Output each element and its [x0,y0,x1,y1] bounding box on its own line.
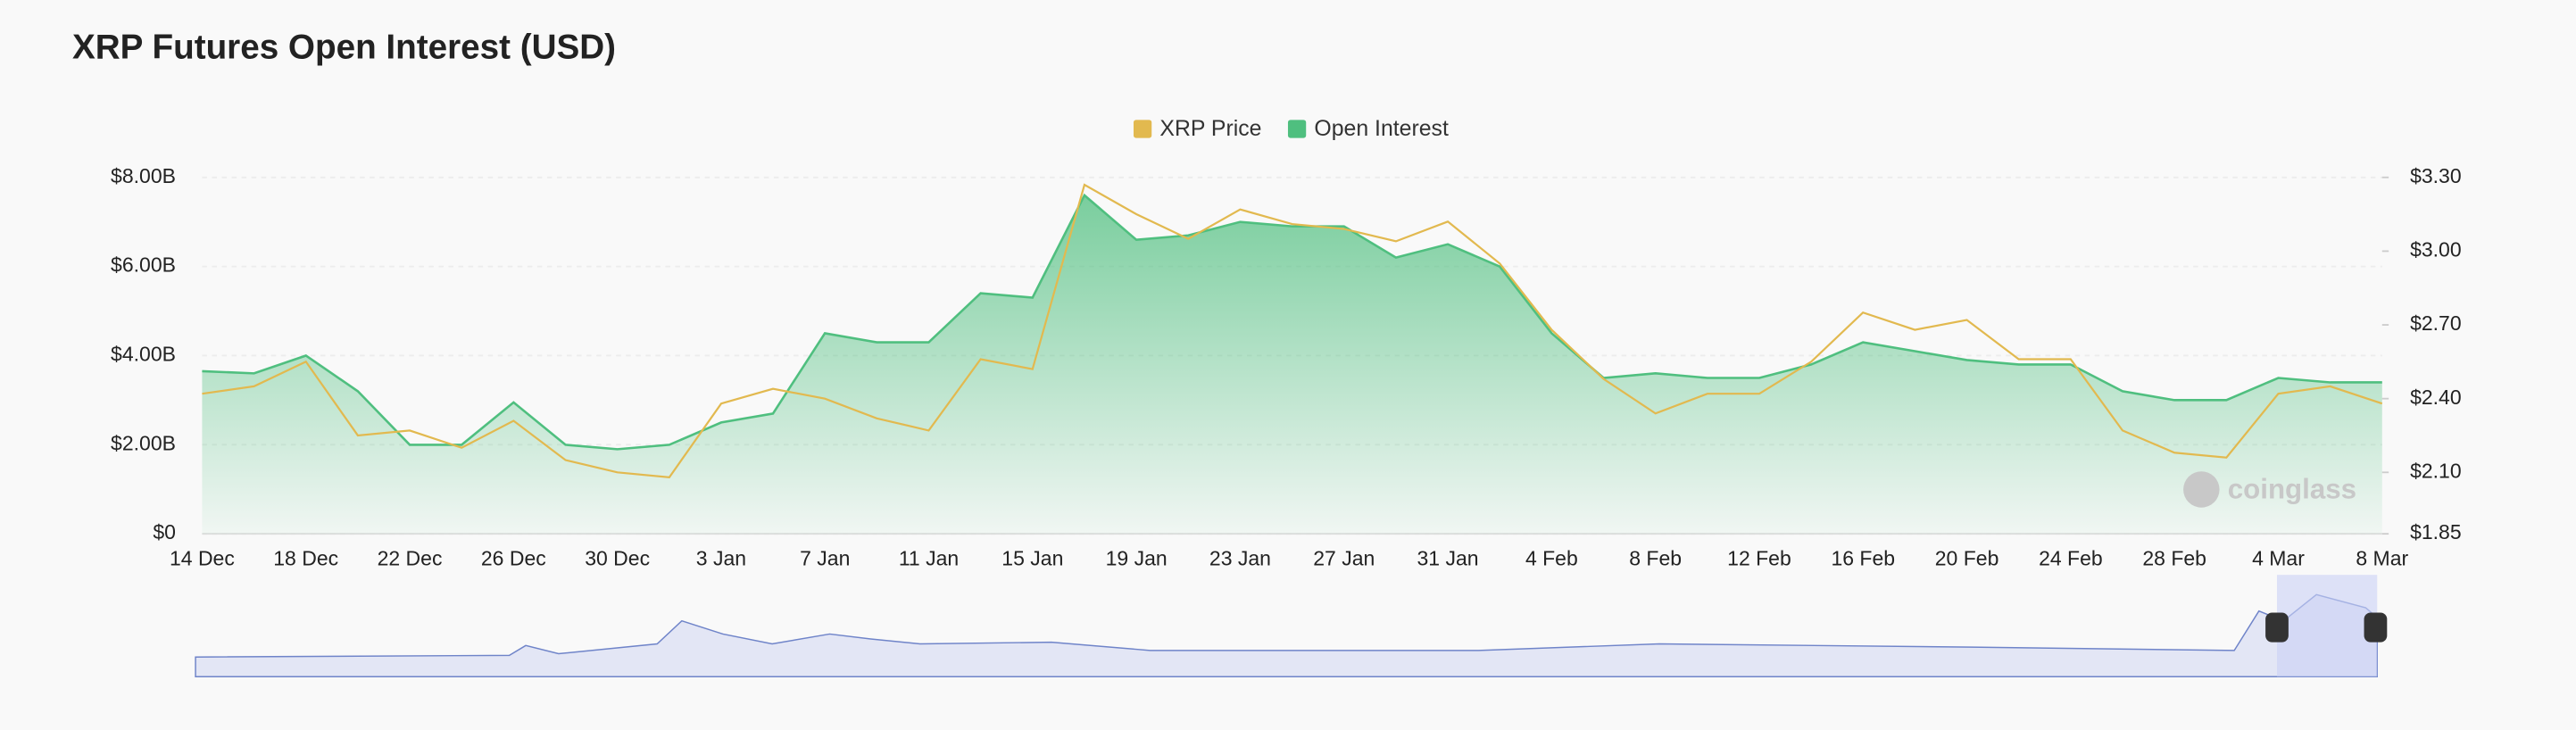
x-tick-label: 31 Jan [1417,547,1479,570]
x-tick-label: 15 Jan [1001,547,1063,570]
x-tick-label: 8 Feb [1629,547,1682,570]
y-tick-label: $2.00B [111,431,176,454]
navigator-selection[interactable] [2276,575,2378,677]
y-tick-label: $4.00B [111,343,176,366]
x-tick-label: 22 Dec [378,547,443,570]
x-tick-label: 18 Dec [273,547,338,570]
x-tick-label: 28 Feb [2142,547,2206,570]
x-tick-label: 14 Dec [170,547,235,570]
x-tick-label: 4 Mar [2252,547,2305,570]
watermark-logo [2183,471,2220,508]
price-line [202,183,2383,479]
y2-tick-label: $1.85 [2410,520,2462,543]
x-tick-label: 23 Jan [1209,547,1271,570]
navigator [195,575,2388,678]
x-tick-label: 4 Feb [1525,547,1578,570]
watermark: coinglass [2183,471,2356,508]
y2-tick-label: $2.40 [2410,386,2462,409]
x-tick-label: 11 Jan [899,547,959,570]
x-tick-label: 3 Jan [696,547,746,570]
x-tick-label: 20 Feb [1935,547,1999,570]
chart-title: XRP Futures Open Interest (USD) [72,28,616,66]
y2-tick-label: $3.00 [2410,237,2462,261]
x-tick-label: 19 Jan [1106,547,1168,570]
legend-swatch[interactable] [1133,120,1152,138]
x-tick-label: 16 Feb [1831,547,1895,570]
legend-label[interactable]: XRP Price [1159,117,1261,141]
x-tick-label: 27 Jan [1313,547,1375,570]
y2-tick-label: $2.10 [2410,459,2462,482]
area [202,195,2382,535]
navigator-handle-left[interactable] [2265,612,2289,643]
y-tick-label: $6.00B [111,253,176,277]
y2-tick-label: $3.30 [2410,164,2462,187]
y2-tick-label: $2.70 [2410,311,2462,335]
x-tick-label: 7 Jan [800,547,850,570]
x-tick-label: 12 Feb [1727,547,1791,570]
x-tick-label: 24 Feb [2039,547,2103,570]
x-tick-label: 26 Dec [481,547,546,570]
y-tick-label: $8.00B [111,164,176,187]
legend-swatch[interactable] [1287,120,1307,138]
y-tick-label: $0 [153,520,176,543]
legend-label[interactable]: Open Interest [1314,117,1449,141]
x-tick-label: 30 Dec [585,547,650,570]
area-line [202,193,2382,451]
navigator-series [195,593,2378,678]
x-tick-label: 8 Mar [2356,547,2408,570]
navigator-handle-right[interactable] [2364,612,2388,643]
watermark-text: coinglass [2228,474,2356,505]
